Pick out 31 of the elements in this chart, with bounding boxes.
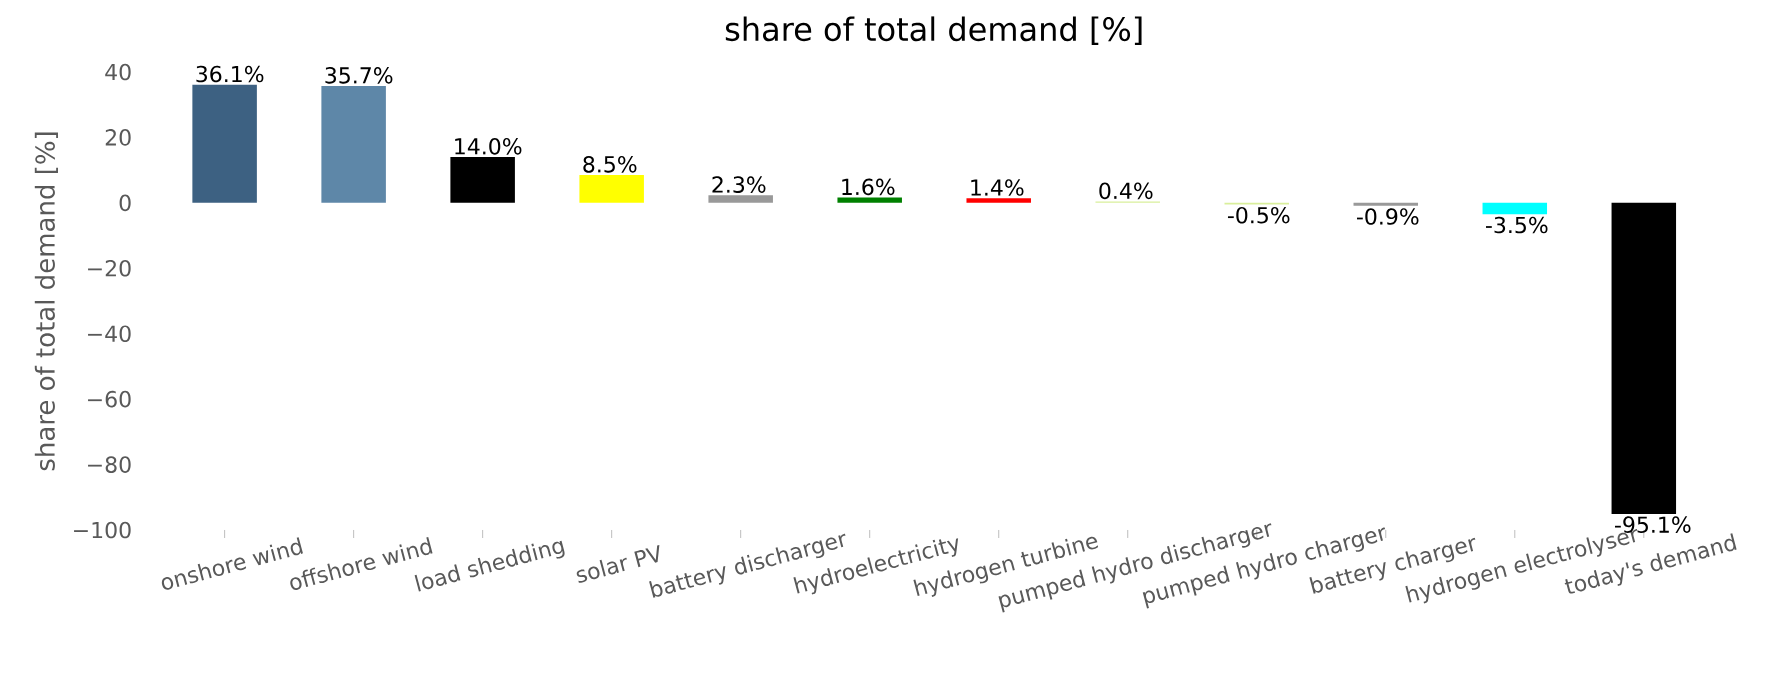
data-label: 2.3% (712, 176, 766, 193)
data-label: 14.0% (455, 138, 522, 155)
y-tick-label: −80 (88, 456, 131, 473)
data-label: 35.7% (325, 67, 393, 84)
bar (1611, 202, 1677, 514)
data-label: -0.9% (1356, 208, 1419, 225)
data-label: 1.4% (971, 179, 1024, 196)
y-tick-label: 20 (105, 129, 131, 146)
y-axis-title: share of total demand [%] (34, 132, 58, 471)
data-label: -3.5% (1486, 216, 1548, 234)
bar (837, 197, 902, 203)
data-label: 36.1% (196, 65, 264, 83)
chart-title: share of total demand [%] (725, 16, 1142, 45)
bar (192, 84, 257, 203)
y-tick-label: −60 (88, 390, 131, 408)
bar (1353, 202, 1419, 206)
y-tick-label: 40 (105, 63, 131, 81)
bar (579, 175, 644, 203)
bar (708, 195, 773, 203)
bar (966, 198, 1031, 203)
y-tick-label: 0 (119, 194, 131, 212)
y-tick-label: −40 (88, 325, 131, 343)
data-label: 1.6% (842, 178, 895, 196)
data-label: -0.5% (1227, 206, 1290, 224)
bar (450, 157, 515, 203)
y-tick-label: −100 (74, 521, 131, 539)
bar (1482, 202, 1548, 215)
bar (321, 86, 386, 203)
y-tick-label: −20 (88, 259, 131, 277)
data-label: 8.5% (583, 156, 637, 173)
data-label: 0.4% (1099, 182, 1153, 200)
